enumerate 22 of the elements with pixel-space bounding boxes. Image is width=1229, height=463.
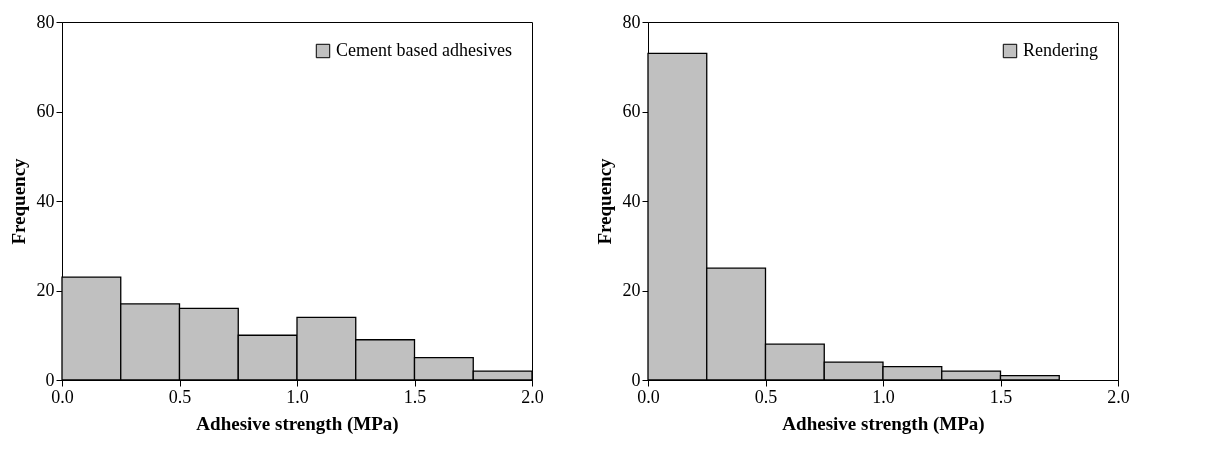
y-tick-label: 40: [36, 190, 55, 211]
x-axis-title: Adhesive strength (MPa): [782, 412, 985, 435]
legend-label: Cement based adhesives: [336, 40, 512, 60]
y-tick-label: 80: [622, 11, 641, 32]
y-tick-label: 60: [36, 101, 55, 121]
y-tick-label: 20: [622, 280, 641, 300]
x-tick-label: 0.5: [168, 386, 192, 407]
y-tick-label: 80: [36, 11, 55, 32]
x-tick-label: 1.5: [403, 386, 427, 407]
y-tick-label: 60: [622, 101, 641, 121]
y-axis-title: Frequency: [593, 157, 615, 245]
y-axis-title: Frequency: [7, 157, 29, 245]
x-tick-label: 0.5: [754, 386, 778, 407]
x-tick-label: 1.0: [286, 386, 309, 407]
x-tick-label: 2.0: [521, 386, 544, 407]
y-tick-label: 20: [36, 280, 55, 300]
x-tick-label: 1.0: [872, 386, 895, 407]
y-tick-label: 40: [622, 190, 641, 211]
x-axis-title: Adhesive strength (MPa): [196, 412, 399, 435]
legend-label: Rendering: [1023, 40, 1098, 60]
x-tick-label: 2.0: [1107, 386, 1130, 407]
x-tick-label: 1.5: [989, 386, 1013, 407]
